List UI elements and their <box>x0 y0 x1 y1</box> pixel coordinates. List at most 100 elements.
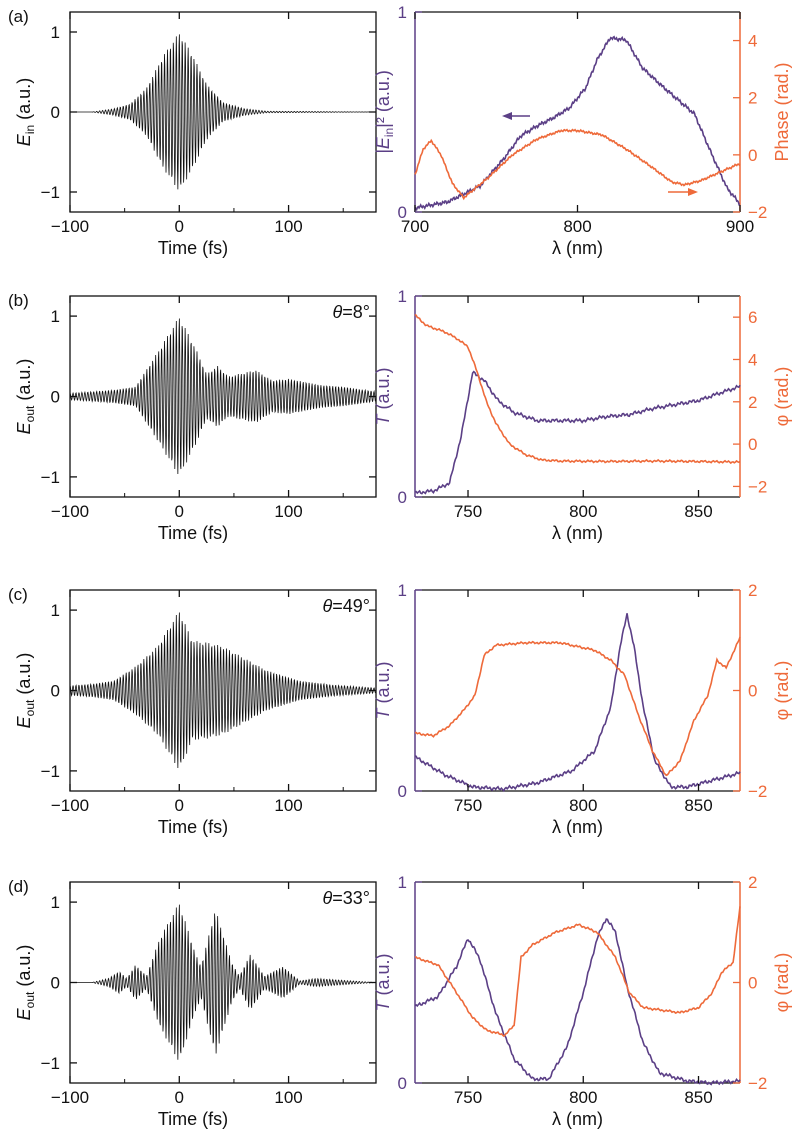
x-tick-label: 100 <box>274 1088 302 1107</box>
transmission-curve <box>414 35 741 212</box>
angle-annotation: θ=33° <box>323 888 371 908</box>
y-axis-title-unit: (a.u.) <box>14 78 34 125</box>
left-axis-title-unit: |² (a.u.) <box>373 70 393 128</box>
y-tick-label: 0 <box>51 388 60 407</box>
left-axis-title: T (a.u.) <box>373 661 393 719</box>
y-axis-title-sub: in <box>23 125 37 134</box>
x-axis-title: Time (fs) <box>158 523 228 543</box>
x-tick-label: 800 <box>569 796 597 815</box>
transmission-curve <box>414 370 741 495</box>
transmission-curve <box>414 918 741 1086</box>
y-axis-title: Eout (a.u.) <box>14 653 37 729</box>
y-axis-title-unit: (a.u.) <box>14 653 34 700</box>
x-tick-label: 750 <box>454 796 482 815</box>
spectrum-plot-1: 700 800 900 0 1 −2 0 2 4 λ (nm) |Ein|² (a.u.) Phase… <box>373 3 792 258</box>
x-tick-label: 850 <box>684 1088 712 1107</box>
y-tick-label: 1 <box>398 3 407 22</box>
y2-tick-label: −2 <box>748 782 767 801</box>
x-tick-label: 900 <box>726 217 754 236</box>
x-axis-title: Time (fs) <box>158 817 228 837</box>
x-tick-label: 0 <box>175 796 184 815</box>
y-axis-title-sub: out <box>23 991 37 1008</box>
y-tick-label: 1 <box>51 23 60 42</box>
y-axis-title: Eout (a.u.) <box>14 945 37 1021</box>
y-axis-title-unit: (a.u.) <box>14 945 34 992</box>
y-tick-label: −1 <box>41 1054 60 1073</box>
x-axis-title: λ (nm) <box>552 817 603 837</box>
x-axis-title: Time (fs) <box>158 1109 228 1129</box>
y-tick-label: 0 <box>51 103 60 122</box>
theta-symbol: θ <box>323 888 333 908</box>
y-tick-label: 1 <box>51 893 60 912</box>
phase-curve <box>414 636 741 777</box>
y2-tick-label: 4 <box>748 350 757 369</box>
angle-value: =8° <box>342 302 370 322</box>
x-tick-label: 850 <box>684 796 712 815</box>
x-tick-label: 800 <box>563 217 591 236</box>
panel-label: (b) <box>8 291 29 310</box>
x-tick-label: 850 <box>684 502 712 521</box>
y2-tick-label: 2 <box>748 581 757 600</box>
y2-tick-label: 2 <box>748 89 757 108</box>
panel-label: (d) <box>8 877 29 896</box>
x-tick-label: 0 <box>175 1088 184 1107</box>
x-axis-title: λ (nm) <box>552 238 603 258</box>
left-axis-title-symbol: T <box>373 413 393 426</box>
y-axis-title-symbol: E <box>14 1007 34 1020</box>
x-tick-label: 800 <box>569 502 597 521</box>
left-axis-title-unit: (a.u.) <box>373 367 393 414</box>
y-tick-label: 0 <box>51 974 60 993</box>
y-tick-label: 1 <box>51 307 60 326</box>
left-axis-title: T (a.u.) <box>373 367 393 425</box>
right-axis-title: φ (rad.) <box>772 367 792 427</box>
x-tick-label: 800 <box>569 1088 597 1107</box>
y-tick-label: 1 <box>398 873 407 892</box>
x-tick-label: 750 <box>454 502 482 521</box>
x-tick-label: −100 <box>51 796 89 815</box>
y2-tick-label: −2 <box>748 477 767 496</box>
y2-tick-label: 6 <box>748 308 757 327</box>
y-axis-title-symbol: E <box>14 133 34 146</box>
y2-tick-label: 0 <box>748 974 757 993</box>
panel-label: (a) <box>8 7 29 26</box>
x-tick-label: 100 <box>274 796 302 815</box>
spectrum-plot-4: 750 800 850 0 1 −2 0 2 λ (nm) T (a.u.) φ (rad.) <box>373 873 792 1129</box>
angle-value: =49° <box>332 596 370 616</box>
angle-annotation: θ=8° <box>333 302 371 322</box>
y-axis-title-sub: out <box>23 405 37 422</box>
y2-tick-label: 2 <box>748 393 757 412</box>
phase-curve <box>414 128 741 201</box>
time-plot-2: −100 0 100 −1 0 1 (b) Time (fs) Eout (a.u.) θ=8° <box>8 291 377 543</box>
x-axis-title: Time (fs) <box>158 238 228 258</box>
left-axis-title-symbol: |E <box>373 136 393 154</box>
x-tick-label: −100 <box>51 1088 89 1107</box>
x-tick-label: 700 <box>401 217 429 236</box>
y-axis-title: Ein (a.u.) <box>14 78 37 146</box>
y-tick-label: 1 <box>51 601 60 620</box>
right-axis-title: φ (rad.) <box>772 953 792 1013</box>
panel-label: (c) <box>8 585 28 604</box>
y-axis-title-symbol: E <box>14 421 34 434</box>
x-tick-label: 100 <box>274 217 302 236</box>
right-axis-title: φ (rad.) <box>772 661 792 721</box>
y-axis-title-sub: out <box>23 699 37 716</box>
spectrum-plot-3: 750 800 850 0 1 −2 0 2 λ (nm) T (a.u.) φ (rad.) <box>373 581 792 837</box>
time-plot-1: −100 0 100 −1 0 1 (a) Time (fs) Ein (a.u.) <box>8 7 377 258</box>
theta-symbol: θ <box>323 596 333 616</box>
x-tick-label: −100 <box>51 217 89 236</box>
pulse-waveform <box>69 318 377 475</box>
right-axis-arrowhead <box>688 188 698 196</box>
right-axis-title: Phase (rad.) <box>772 62 792 161</box>
left-axis-arrowhead <box>502 112 512 120</box>
pulse-waveform <box>70 34 376 190</box>
y2-tick-label: 0 <box>748 682 757 701</box>
spectrum-plot-2: 750 800 850 0 1 −2 0 2 4 6 λ (nm) T (a.u.) φ (rad.) <box>373 287 792 543</box>
y-tick-label: 0 <box>51 682 60 701</box>
left-axis-title-unit: (a.u.) <box>373 953 393 1000</box>
pulse-waveform <box>70 904 377 1060</box>
time-plot-3: −100 0 100 −1 0 1 (c) Time (fs) Eout (a.u.) θ=49° <box>8 585 377 837</box>
theta-symbol: θ <box>333 302 343 322</box>
y-tick-label: −1 <box>41 183 60 202</box>
y-tick-label: 1 <box>398 287 407 306</box>
y2-tick-label: −2 <box>748 203 767 222</box>
